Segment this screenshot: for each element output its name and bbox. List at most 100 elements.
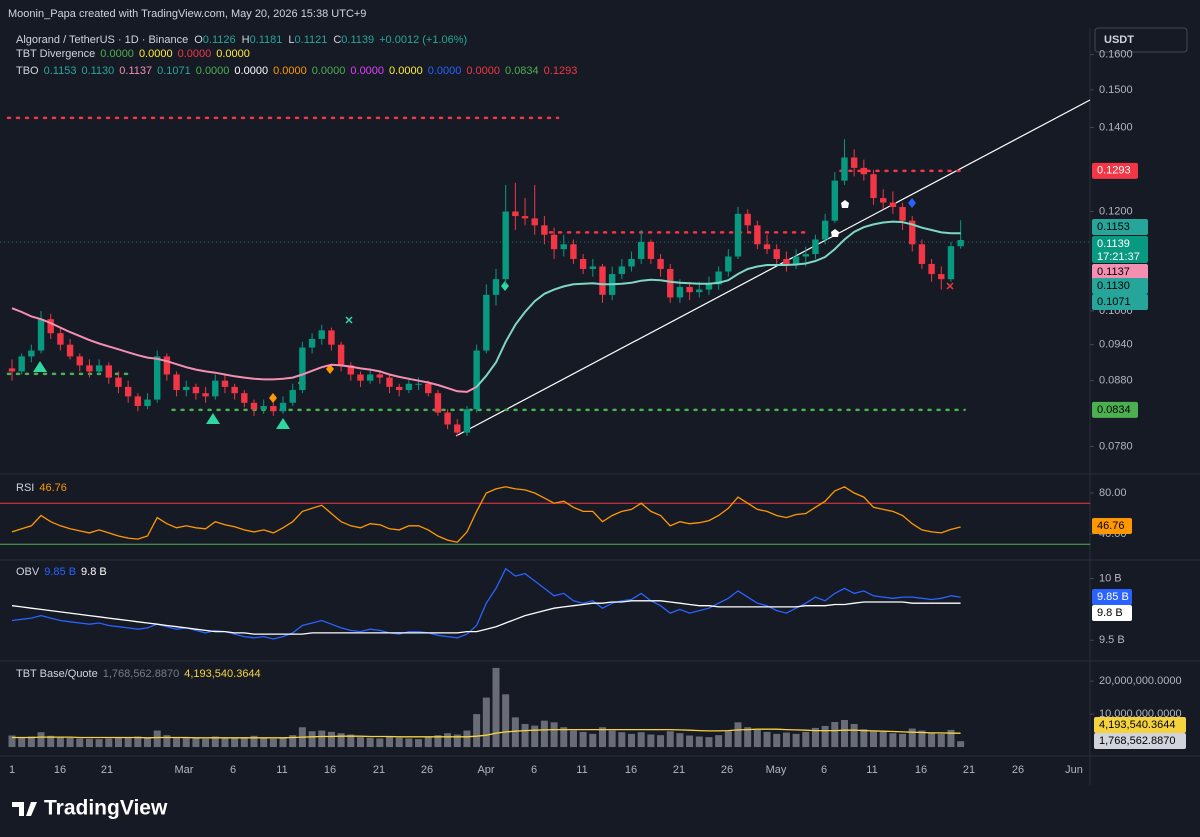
volume-bar — [240, 737, 248, 748]
candle-body — [947, 246, 955, 280]
volume-bar — [124, 737, 132, 748]
buy-signal — [206, 413, 220, 424]
close-badge-label: 0.1139 — [1097, 238, 1130, 250]
candle-body — [521, 216, 529, 219]
ohlc-value: 0.1126 — [203, 34, 236, 46]
candle-body — [202, 393, 209, 397]
candle-body — [880, 198, 887, 203]
candle-body — [328, 330, 335, 345]
volume-bar — [415, 739, 423, 748]
candle-body — [183, 386, 190, 391]
volume-bar — [318, 730, 326, 748]
volume-bar — [657, 735, 665, 748]
candle-body — [909, 220, 916, 245]
volume-bar — [850, 723, 858, 748]
candle-body — [783, 258, 790, 264]
volume-bar — [347, 734, 355, 748]
indicator-value: 0.0000 — [312, 65, 346, 77]
y-tick-label: 10,000,000.0000 — [1099, 708, 1182, 720]
volume-bar — [695, 736, 703, 748]
volume-bar — [463, 730, 471, 748]
ohlc-key: C — [333, 34, 341, 46]
candle-body — [744, 213, 751, 226]
volume-bar — [598, 727, 606, 748]
tbo-badge-label: 0.1071 — [1097, 296, 1131, 308]
volume-bar — [637, 732, 645, 748]
candle-body — [618, 266, 626, 275]
x-tick-label: 11 — [576, 764, 587, 776]
indicator-value: 0.1293 — [544, 65, 578, 77]
candle-body — [531, 218, 538, 226]
candle-body — [899, 206, 906, 221]
candle-body — [957, 239, 964, 247]
indicator-legend: TBT Divergence 0.0000 0.0000 0.0000 0.0000 — [16, 48, 250, 60]
footer-brand: TradingView — [44, 797, 168, 820]
rsi-badge — [1092, 518, 1132, 534]
y-tick-label: 80.00 — [1099, 487, 1127, 499]
candle-body — [366, 374, 374, 381]
volume-bar — [173, 737, 181, 748]
indicator-name: TBO — [16, 65, 39, 77]
candle-body — [376, 374, 384, 378]
candle-body — [667, 268, 674, 298]
volume-bar — [947, 729, 955, 748]
volume-bar — [811, 727, 819, 748]
x-tick-label: 26 — [1012, 764, 1024, 776]
y-tick-label: 20,000,000.0000 — [1099, 675, 1182, 687]
volume-bar — [56, 737, 64, 748]
x-tick-label: Jun — [1065, 764, 1083, 776]
currency-label[interactable]: USDT — [1104, 34, 1134, 46]
volume-bar — [589, 733, 597, 748]
volume-bar — [802, 731, 810, 748]
candle-body — [279, 402, 287, 412]
x-tick-label: 6 — [821, 764, 827, 776]
volume-bar — [337, 733, 345, 748]
x-tick-label: 26 — [721, 764, 733, 776]
x-tick-label: 11 — [276, 764, 287, 776]
candle-body — [124, 386, 132, 397]
candle-body — [550, 234, 558, 250]
currency-button[interactable] — [1094, 27, 1188, 53]
candle-body — [560, 244, 567, 250]
volume-bar — [763, 731, 771, 748]
candle-body — [396, 386, 403, 391]
volume-bar — [386, 736, 394, 748]
candle-body — [250, 402, 258, 410]
candle-body — [463, 409, 471, 433]
obv-badge-label: 9.85 B — [1097, 591, 1129, 603]
volume-bar — [579, 731, 587, 748]
indicator-value: 0.0000 — [350, 65, 384, 77]
volume-bar — [85, 738, 93, 748]
volume-badge-label: 1,768,562.8870 — [1099, 735, 1175, 747]
volume-bar — [879, 731, 887, 748]
volume-bar — [782, 732, 790, 748]
candle-body — [134, 396, 142, 407]
candle-body — [57, 333, 64, 345]
candle-body — [628, 258, 635, 267]
candle-body — [773, 249, 780, 259]
volume-bar — [18, 737, 26, 748]
candle-body — [812, 239, 819, 255]
volume-bar — [182, 737, 190, 748]
volume-bar — [37, 732, 45, 748]
candle-body — [512, 211, 519, 217]
volume-bar — [327, 731, 335, 748]
tbo-badge — [1092, 264, 1148, 280]
candle-body — [66, 344, 74, 357]
candle-body — [657, 258, 664, 269]
candle-body — [599, 266, 606, 295]
candle-body — [163, 356, 171, 375]
candle-body — [802, 254, 809, 257]
ohlc-key: H — [242, 34, 250, 46]
volume-bar — [444, 733, 452, 748]
volume-bar — [715, 735, 723, 748]
volume-bar — [356, 737, 364, 748]
volume-bar — [550, 722, 558, 748]
volume-bar — [27, 736, 35, 748]
candle-body — [76, 356, 83, 366]
y-tick-label: 0.0940 — [1099, 339, 1133, 351]
pane-title: RSI — [16, 482, 34, 494]
candle-body — [725, 256, 732, 272]
